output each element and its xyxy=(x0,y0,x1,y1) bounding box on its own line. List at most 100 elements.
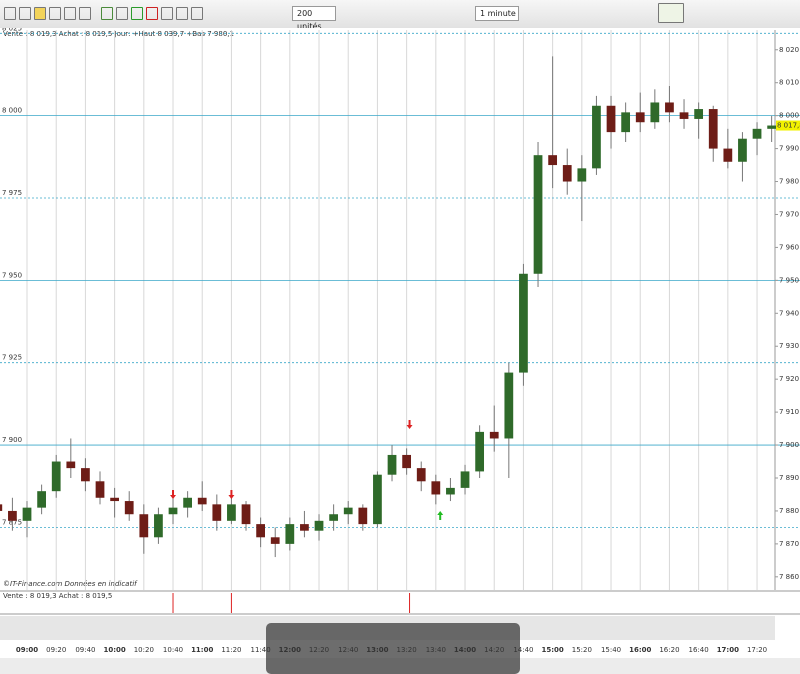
candle-body xyxy=(533,155,543,274)
zoom-overlay[interactable] xyxy=(266,623,520,674)
candle-body xyxy=(475,431,485,472)
x-tick-label: 12:20 xyxy=(309,646,329,654)
left-tick-label: 8 000 xyxy=(2,107,22,115)
candle-body xyxy=(708,109,718,149)
candle-body xyxy=(358,507,368,525)
last-price: 8 017,8 xyxy=(777,122,800,130)
y-tick-label: 8 000 xyxy=(779,112,799,120)
sell-arrow xyxy=(406,420,413,429)
candle-body xyxy=(22,507,32,521)
candle-body xyxy=(460,471,470,488)
y-tick-label: 7 970 xyxy=(779,210,799,218)
y-tick-label: 7 880 xyxy=(779,507,799,515)
candle-body xyxy=(8,510,17,521)
toolbar: 200 unités 1 minute xyxy=(0,0,800,31)
y-tick-label: 7 990 xyxy=(779,145,799,153)
x-tick-label: 10:20 xyxy=(134,646,154,654)
y-tick-label: 8 020 xyxy=(779,46,799,54)
candle-body xyxy=(37,491,46,508)
candle-body xyxy=(270,537,280,544)
y-tick-label: 7 890 xyxy=(779,474,799,482)
y-tick-label: 7 870 xyxy=(779,540,799,548)
left-tick-label: 7 950 xyxy=(2,271,22,279)
lower-header: Vente : 8 019,3 Achat : 8 019,5 xyxy=(3,592,112,600)
sell-arrow xyxy=(228,490,235,499)
candle-body xyxy=(650,102,660,123)
last-price-box xyxy=(776,120,800,131)
candle-body xyxy=(387,454,397,475)
tool-icon[interactable] xyxy=(176,7,188,20)
candle-body xyxy=(329,514,339,521)
tool-icon[interactable] xyxy=(49,7,61,20)
buy-arrow xyxy=(437,511,444,520)
candle-body xyxy=(679,112,689,119)
candle-body xyxy=(577,168,587,182)
footer: ©IT-Finance.com Données en indicatif xyxy=(3,580,138,588)
candle-body xyxy=(183,497,192,508)
candle-body xyxy=(446,487,455,495)
candle-body xyxy=(504,372,514,439)
interval-select[interactable]: 1 minute xyxy=(475,6,519,21)
x-tick-label: 15:00 xyxy=(541,646,563,654)
tool-icon[interactable] xyxy=(161,7,173,20)
candle-body xyxy=(256,524,266,538)
x-tick-label: 16:00 xyxy=(629,646,651,654)
y-tick-label: 7 950 xyxy=(779,276,799,284)
x-tick-label: 15:40 xyxy=(601,646,621,654)
tool-icon[interactable] xyxy=(64,7,76,20)
y-tick-label: 7 920 xyxy=(779,375,799,383)
tool-icon[interactable] xyxy=(191,7,203,20)
left-tick-label: 8 025 xyxy=(2,28,22,32)
left-tick-label: 7 975 xyxy=(2,189,22,197)
candle-body xyxy=(519,273,528,373)
candle-body xyxy=(343,507,353,515)
tool-icon[interactable] xyxy=(146,7,158,20)
sell-arrow xyxy=(170,490,177,499)
x-tick-label: 12:00 xyxy=(279,646,301,654)
tool-icon[interactable] xyxy=(79,7,91,20)
x-tick-label: 10:00 xyxy=(103,646,125,654)
tool-icon[interactable] xyxy=(34,7,46,20)
tool-icon[interactable] xyxy=(19,7,31,20)
candle-body xyxy=(592,105,601,169)
background xyxy=(0,28,800,674)
candle-body xyxy=(373,474,382,525)
left-tick-label: 7 900 xyxy=(2,436,22,444)
x-tick-label: 15:20 xyxy=(572,646,592,654)
y-tick-label: 7 930 xyxy=(779,342,799,350)
y-tick-label: 8 010 xyxy=(779,79,799,87)
candle-body xyxy=(562,165,572,182)
candle-body xyxy=(197,497,207,505)
candle-body xyxy=(635,112,645,123)
y-tick-label: 7 940 xyxy=(779,309,799,317)
candle-body xyxy=(314,520,324,531)
chart-icon[interactable] xyxy=(658,3,684,23)
tool-icon[interactable] xyxy=(4,7,16,20)
chart: Vente : 8 019,3 Achat : 8 019,5 Jour: +H… xyxy=(0,28,800,674)
candle-body xyxy=(431,481,441,495)
x-tick-label: 16:20 xyxy=(659,646,679,654)
candle-body xyxy=(752,128,762,139)
x-tick-label: 16:40 xyxy=(689,646,709,654)
x-tick-label: 14:40 xyxy=(513,646,533,654)
candle-body xyxy=(416,468,426,482)
candle-body xyxy=(212,504,222,521)
candle-body xyxy=(124,501,134,515)
x-tick-label: 10:40 xyxy=(163,646,183,654)
header: Vente : 8 019,3 Achat : 8 019,5 Jour: +H… xyxy=(3,30,234,38)
tool-icon[interactable] xyxy=(131,7,143,20)
candle-body xyxy=(548,155,558,166)
tool-icon[interactable] xyxy=(101,7,113,20)
x-tick-label: 13:00 xyxy=(366,646,388,654)
units-select[interactable]: 200 unités xyxy=(292,6,336,31)
candle-body xyxy=(767,125,777,129)
candle-body xyxy=(154,514,163,538)
tool-icon[interactable] xyxy=(116,7,128,20)
y-tick-label: 7 980 xyxy=(779,178,799,186)
y-tick-label: 7 960 xyxy=(779,243,799,251)
candle-body xyxy=(300,524,309,531)
candle-body xyxy=(139,514,149,538)
x-tick-label: 09:40 xyxy=(75,646,95,654)
candle-body xyxy=(66,461,76,469)
